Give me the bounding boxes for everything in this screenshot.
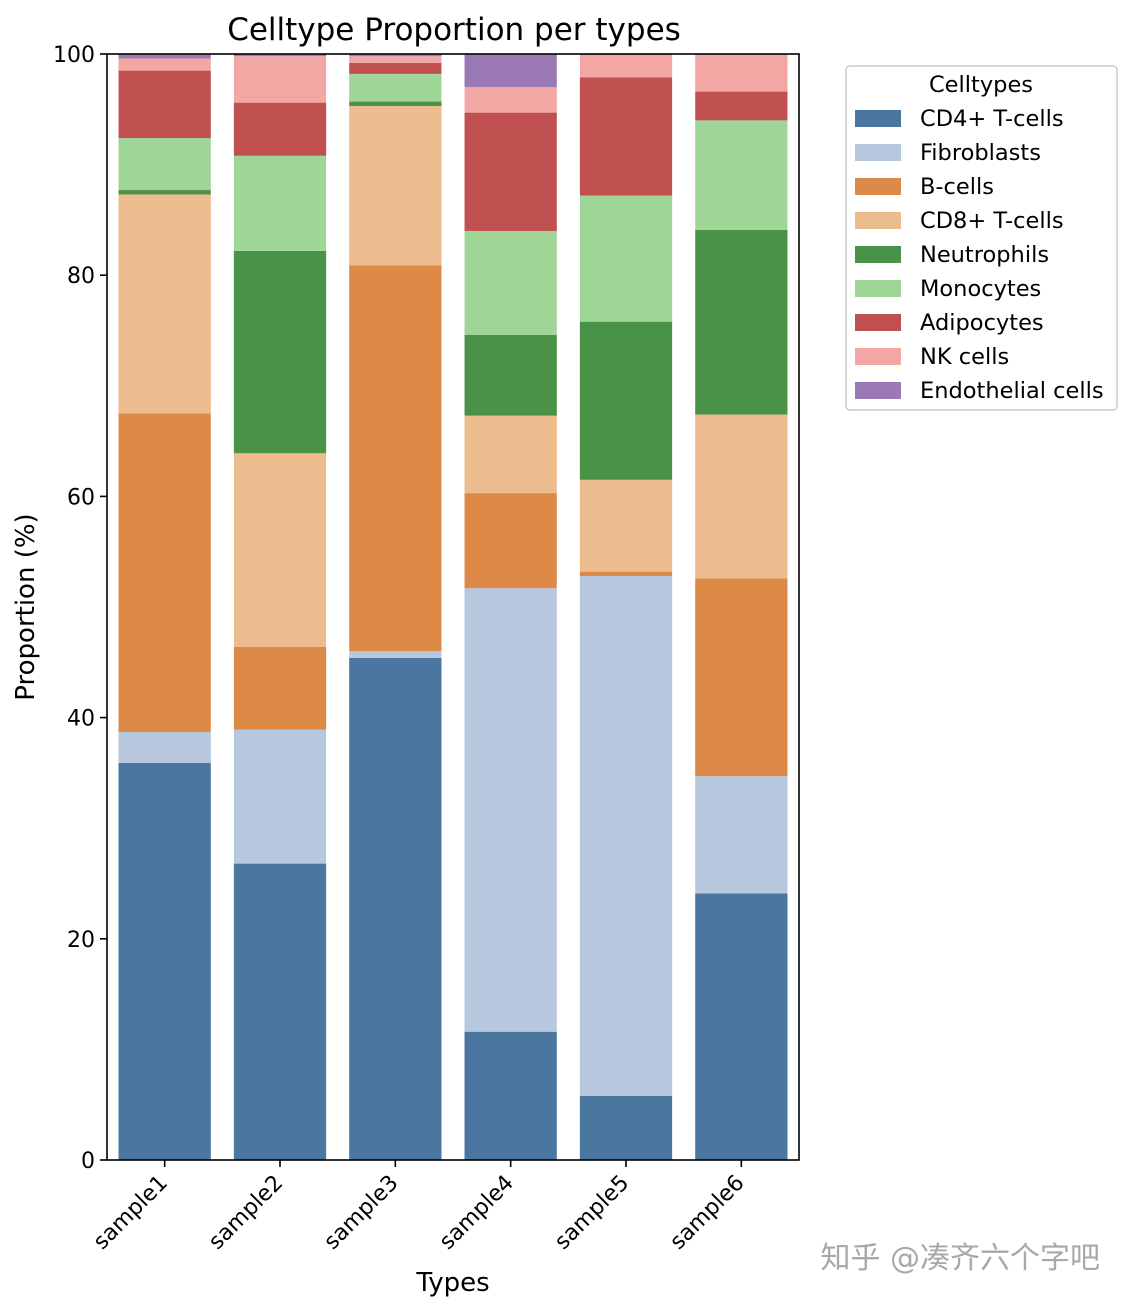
legend-label: B-cells	[920, 174, 994, 200]
plot-frame	[106, 53, 800, 1161]
bar-segment-sample2-series-6	[233, 102, 327, 156]
bar-segment-sample6-series-5	[695, 120, 788, 230]
chart-title: Celltype Proportion per types	[227, 12, 681, 48]
y-axis: 0 20 40 60 80 100	[53, 43, 107, 1174]
x-tick-label: sample4	[435, 1171, 519, 1255]
bars-layer	[118, 54, 788, 1160]
bar-segment-sample4-series-0	[464, 1031, 557, 1160]
y-tick-label: 40	[67, 707, 95, 732]
bar-segment-sample1-series-1	[118, 731, 211, 763]
legend-label: Endothelial cells	[920, 378, 1104, 404]
bar-segment-sample6-series-2	[695, 578, 788, 777]
legend-title: Celltypes	[929, 72, 1033, 98]
x-tick-label: sample2	[204, 1171, 288, 1255]
bar-segment-sample1-series-3	[118, 194, 211, 414]
bar-segment-sample5-series-6	[579, 77, 673, 196]
bar-segment-sample4-series-8	[464, 54, 557, 88]
bar-segment-sample4-series-3	[464, 415, 557, 494]
bar-segment-sample1-series-4	[118, 190, 211, 195]
bar-segment-sample5-series-1	[579, 576, 673, 1096]
bar-segment-sample1-series-2	[118, 413, 211, 732]
legend-label: CD8+ T-cells	[920, 208, 1064, 234]
y-axis-label: Proportion (%)	[11, 513, 41, 700]
bar-segment-sample5-series-3	[579, 479, 673, 572]
y-tick-label: 100	[53, 43, 95, 68]
bar-segment-sample5-series-2	[579, 571, 673, 577]
bar-segment-sample3-series-6	[349, 62, 442, 74]
bar-segment-sample6-series-7	[695, 54, 788, 92]
y-tick-label: 80	[67, 264, 95, 289]
bar-segment-sample5-series-4	[579, 321, 673, 480]
bar-segment-sample2-series-3	[233, 453, 327, 647]
bar-segment-sample1-series-5	[118, 138, 211, 191]
bar-segment-sample3-series-3	[349, 105, 442, 266]
bar-segment-sample2-series-7	[233, 56, 327, 103]
legend-swatch	[855, 110, 901, 127]
legend-swatch	[855, 280, 901, 297]
bar-segment-sample3-series-5	[349, 73, 442, 102]
bar-segment-sample2-series-0	[233, 863, 327, 1160]
y-tick-label: 0	[81, 1149, 95, 1174]
legend-label: Neutrophils	[920, 242, 1049, 268]
bar-segment-sample5-series-7	[579, 55, 673, 78]
legend-swatch	[855, 246, 901, 263]
bar-segment-sample4-series-2	[464, 493, 557, 589]
bar-segment-sample2-series-2	[233, 646, 327, 730]
bar-segment-sample4-series-5	[464, 230, 557, 335]
bar-segment-sample4-series-6	[464, 112, 557, 231]
legend-swatch	[855, 212, 901, 229]
legend-swatch	[855, 314, 901, 331]
bar-segment-sample1-series-0	[118, 762, 211, 1160]
watermark-text: 知乎 @凑齐六个字吧	[820, 1241, 1100, 1276]
x-tick-label: sample6	[665, 1171, 749, 1255]
x-tick-label: sample5	[550, 1171, 634, 1255]
bar-segment-sample4-series-4	[464, 334, 557, 416]
legend-label: Monocytes	[920, 276, 1041, 302]
x-axis-label: Types	[415, 1268, 489, 1298]
bar-segment-sample6-series-0	[695, 893, 788, 1160]
bar-segment-sample6-series-4	[695, 229, 788, 415]
bar-segment-sample2-series-5	[233, 155, 327, 251]
y-tick-label: 60	[67, 485, 95, 510]
legend-frame	[845, 65, 1118, 411]
x-tick-label: sample3	[319, 1171, 403, 1255]
bar-segment-sample6-series-1	[695, 776, 788, 894]
bar-segment-sample5-series-0	[579, 1095, 673, 1160]
bar-segment-sample3-series-8	[349, 54, 442, 57]
bar-segment-sample2-series-1	[233, 729, 327, 864]
bar-segment-sample2-series-4	[233, 250, 327, 454]
legend-swatch	[855, 348, 901, 365]
bar-segment-sample3-series-0	[349, 657, 442, 1160]
legend-swatch	[855, 144, 901, 161]
bar-segment-sample3-series-7	[349, 56, 442, 63]
bar-segment-sample4-series-1	[464, 588, 557, 1032]
legend: Celltypes CD4+ T-cells Fibroblasts B-cells…	[845, 65, 1118, 411]
legend-label: Adipocytes	[920, 310, 1044, 336]
bar-segment-sample3-series-1	[349, 651, 442, 658]
legend-label: Fibroblasts	[920, 140, 1041, 166]
x-axis: sample1 sample2 sample3 sample4 sample5 sampl…	[89, 1160, 750, 1255]
bar-segment-sample1-series-7	[118, 58, 211, 71]
bar-segment-sample1-series-8	[118, 54, 211, 59]
legend-swatch	[855, 178, 901, 195]
legend-label: NK cells	[920, 344, 1009, 370]
bar-segment-sample1-series-6	[118, 70, 211, 139]
bar-segment-sample6-series-3	[695, 414, 788, 579]
y-tick-label: 20	[67, 928, 95, 953]
bar-segment-sample5-series-5	[579, 195, 673, 322]
bar-segment-sample3-series-2	[349, 265, 442, 652]
bar-segment-sample4-series-7	[464, 87, 557, 113]
bar-segment-sample3-series-4	[349, 101, 442, 106]
legend-swatch	[855, 382, 901, 399]
bar-segment-sample2-series-8	[233, 54, 327, 57]
bar-segment-sample6-series-6	[695, 91, 788, 121]
x-tick-label: sample1	[89, 1171, 173, 1255]
legend-label: CD4+ T-cells	[920, 106, 1064, 132]
